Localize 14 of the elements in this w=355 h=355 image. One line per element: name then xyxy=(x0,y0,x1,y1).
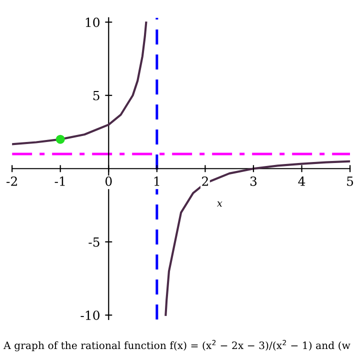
x-tick-label: -2 xyxy=(6,176,17,186)
text: A graph of the rational function f(x) = (x$^{2}$ − 2x − 3)/(x$^{2}$ − 1) and (w xyxy=(3,340,350,352)
x-tick-label: -1 xyxy=(54,176,65,186)
y-tick-label: 5 xyxy=(93,91,100,100)
x-tick-label: 4 xyxy=(298,176,306,186)
x-tick-label: 1 xyxy=(154,176,160,186)
x-tick-label: 5 xyxy=(347,176,354,186)
x-tick-label: 0 xyxy=(105,176,112,186)
x-axis-title: x xyxy=(216,202,222,207)
y-tick-label: -10 xyxy=(80,310,100,320)
x-tick-label: 3 xyxy=(250,176,257,186)
x-tick-label: 2 xyxy=(202,176,208,186)
y-tick-label: -5 xyxy=(88,238,100,247)
y-tick-label: 10 xyxy=(86,18,100,28)
